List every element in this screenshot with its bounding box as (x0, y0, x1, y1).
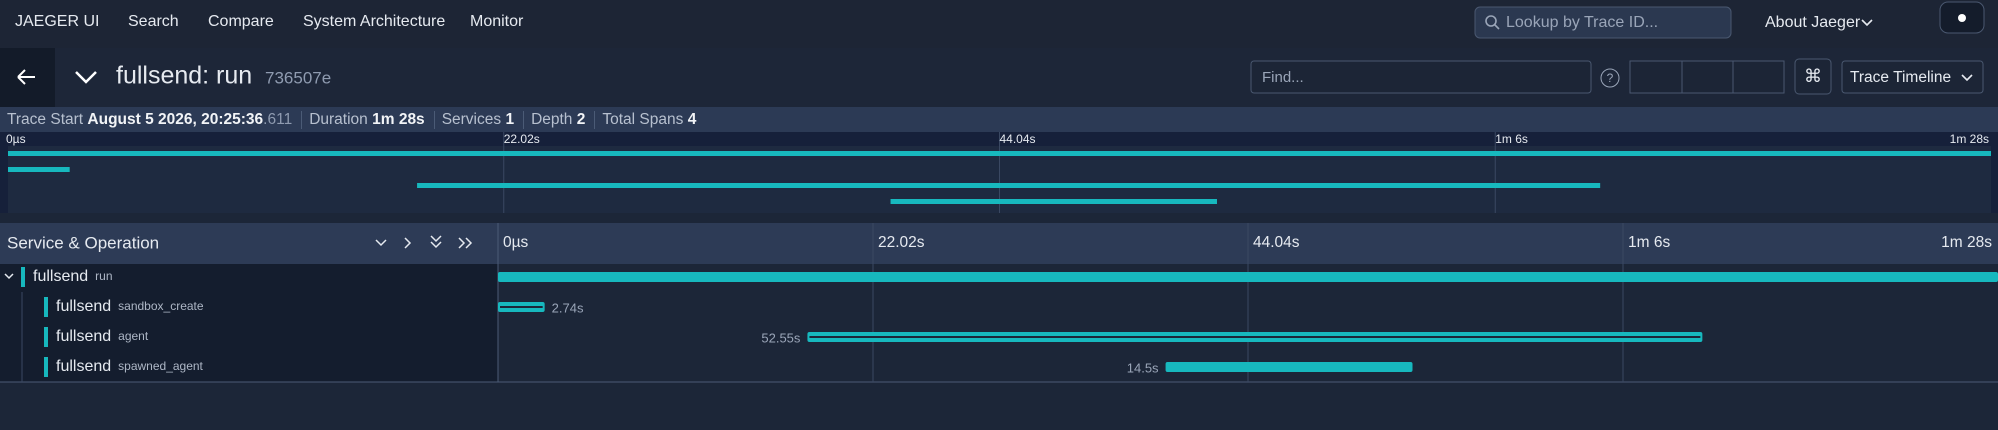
summary-label: Trace Start (7, 110, 84, 128)
service-name: fullsend (56, 358, 111, 375)
minimap-tick-label: 1m 28s (1950, 132, 1989, 146)
service-color (21, 267, 25, 287)
search-placeholder: Lookup by Trace ID... (1506, 14, 1658, 31)
operation-name: run (95, 269, 112, 283)
expand-controls[interactable] (375, 235, 473, 249)
trace-id: 736507e (265, 68, 331, 87)
header-title: Service & Operation (7, 233, 159, 252)
service-name: fullsend (33, 268, 88, 285)
nav-button[interactable] (1681, 60, 1734, 94)
summary-value: 2 (576, 110, 586, 128)
view-select-text: Trace Timeline (1850, 69, 1951, 86)
summary-value: 4 (687, 110, 697, 128)
shortcut-button[interactable] (1794, 58, 1832, 95)
minimap-bar (417, 183, 1601, 188)
span-name[interactable]: fullsend agent (56, 328, 149, 345)
collapse-chevron[interactable] (75, 71, 97, 84)
row-toggle[interactable] (4, 273, 14, 280)
summary-item: Total Spans 4 (594, 110, 705, 129)
service-color (44, 297, 48, 317)
minimap-bar (8, 167, 70, 172)
summary-value: 1 (505, 110, 515, 128)
find-placeholder: Find... (1262, 69, 1304, 86)
nav-button[interactable] (1629, 60, 1683, 94)
operation-name: sandbox_create (118, 299, 204, 313)
summary-label: Total Spans (602, 110, 684, 128)
summary-label: Services (441, 110, 502, 128)
trace-title: fullsend: run (116, 62, 252, 90)
view-select[interactable] (1841, 60, 1984, 94)
search-icon (1494, 24, 1500, 30)
tick-label: 22.02s (878, 234, 925, 251)
summary-item: Services 1 (433, 110, 523, 129)
summary-item: Duration 1m 28s (301, 110, 433, 129)
back-arrow (17, 69, 35, 85)
minimap-bar (890, 199, 1217, 204)
span-bar[interactable] (498, 272, 1998, 282)
summary-value: 1m 28s (372, 110, 425, 128)
chevron (1861, 19, 1873, 27)
tick-label: 1m 28s (1941, 234, 1992, 251)
timeline-header (0, 223, 1998, 264)
minimap-tick-label: 0µs (6, 132, 26, 146)
summary: Trace Start August 5 2026, 20:25:36.611 D… (0, 107, 1998, 132)
summary-item: Depth 2 (523, 110, 594, 129)
nav-link[interactable]: Search (128, 13, 179, 30)
duration-label: 2.74s (552, 300, 584, 315)
minimap-bar (8, 151, 1991, 156)
summary-value: August 5 2026, 20:25:36 (87, 110, 264, 128)
nav-link[interactable]: System Architecture (303, 13, 445, 30)
operation-name: agent (118, 329, 149, 343)
span-names-panel (0, 264, 498, 382)
nav-link[interactable]: Compare (208, 13, 274, 30)
chevron (1961, 74, 1973, 82)
service-color (44, 357, 48, 377)
tick-label: 1m 6s (1628, 234, 1670, 251)
help-text: ? (1607, 71, 1614, 85)
minimap-tick-label: 22.02s (504, 132, 540, 146)
service-name: fullsend (56, 298, 111, 315)
tick-label: 0µs (503, 234, 529, 251)
search-icon (1485, 15, 1497, 27)
summary-bar (0, 107, 1998, 132)
critical-path-gap (809, 336, 1701, 338)
summary-suffix: .611 (263, 110, 293, 128)
trace-search[interactable] (1474, 6, 1732, 39)
summary-item: Trace Start August 5 2026, 20:25:36.611 (0, 111, 301, 129)
duration-label: 14.5s (1127, 360, 1159, 375)
summary-label: Depth (531, 110, 573, 128)
nav-button[interactable] (1732, 60, 1785, 94)
tick-label: 44.04s (1253, 234, 1300, 251)
shortcut-icon: ⌘ (1804, 66, 1822, 86)
span-name[interactable]: fullsend spawned_agent (56, 358, 204, 375)
service-name: fullsend (56, 328, 111, 345)
minimap-tick-label: 1m 6s (1495, 132, 1528, 146)
critical-path-gap (500, 306, 543, 308)
service-color (44, 327, 48, 347)
help-icon[interactable] (1600, 68, 1620, 88)
about-menu[interactable]: About Jaeger (1765, 14, 1861, 31)
sun-icon (1958, 14, 1966, 22)
span-name[interactable]: fullsend run (33, 268, 113, 285)
span-bar[interactable] (1165, 362, 1413, 372)
summary-label: Duration (309, 110, 368, 128)
span-name[interactable]: fullsend sandbox_create (56, 298, 204, 315)
brand[interactable]: JAEGER UI (15, 13, 99, 30)
minimap-tick-label: 44.04s (1000, 132, 1036, 146)
operation-name: spawned_agent (118, 359, 203, 373)
duration-label: 52.55s (761, 330, 801, 345)
find-input[interactable] (1250, 60, 1592, 94)
nav-link[interactable]: Monitor (470, 13, 524, 30)
